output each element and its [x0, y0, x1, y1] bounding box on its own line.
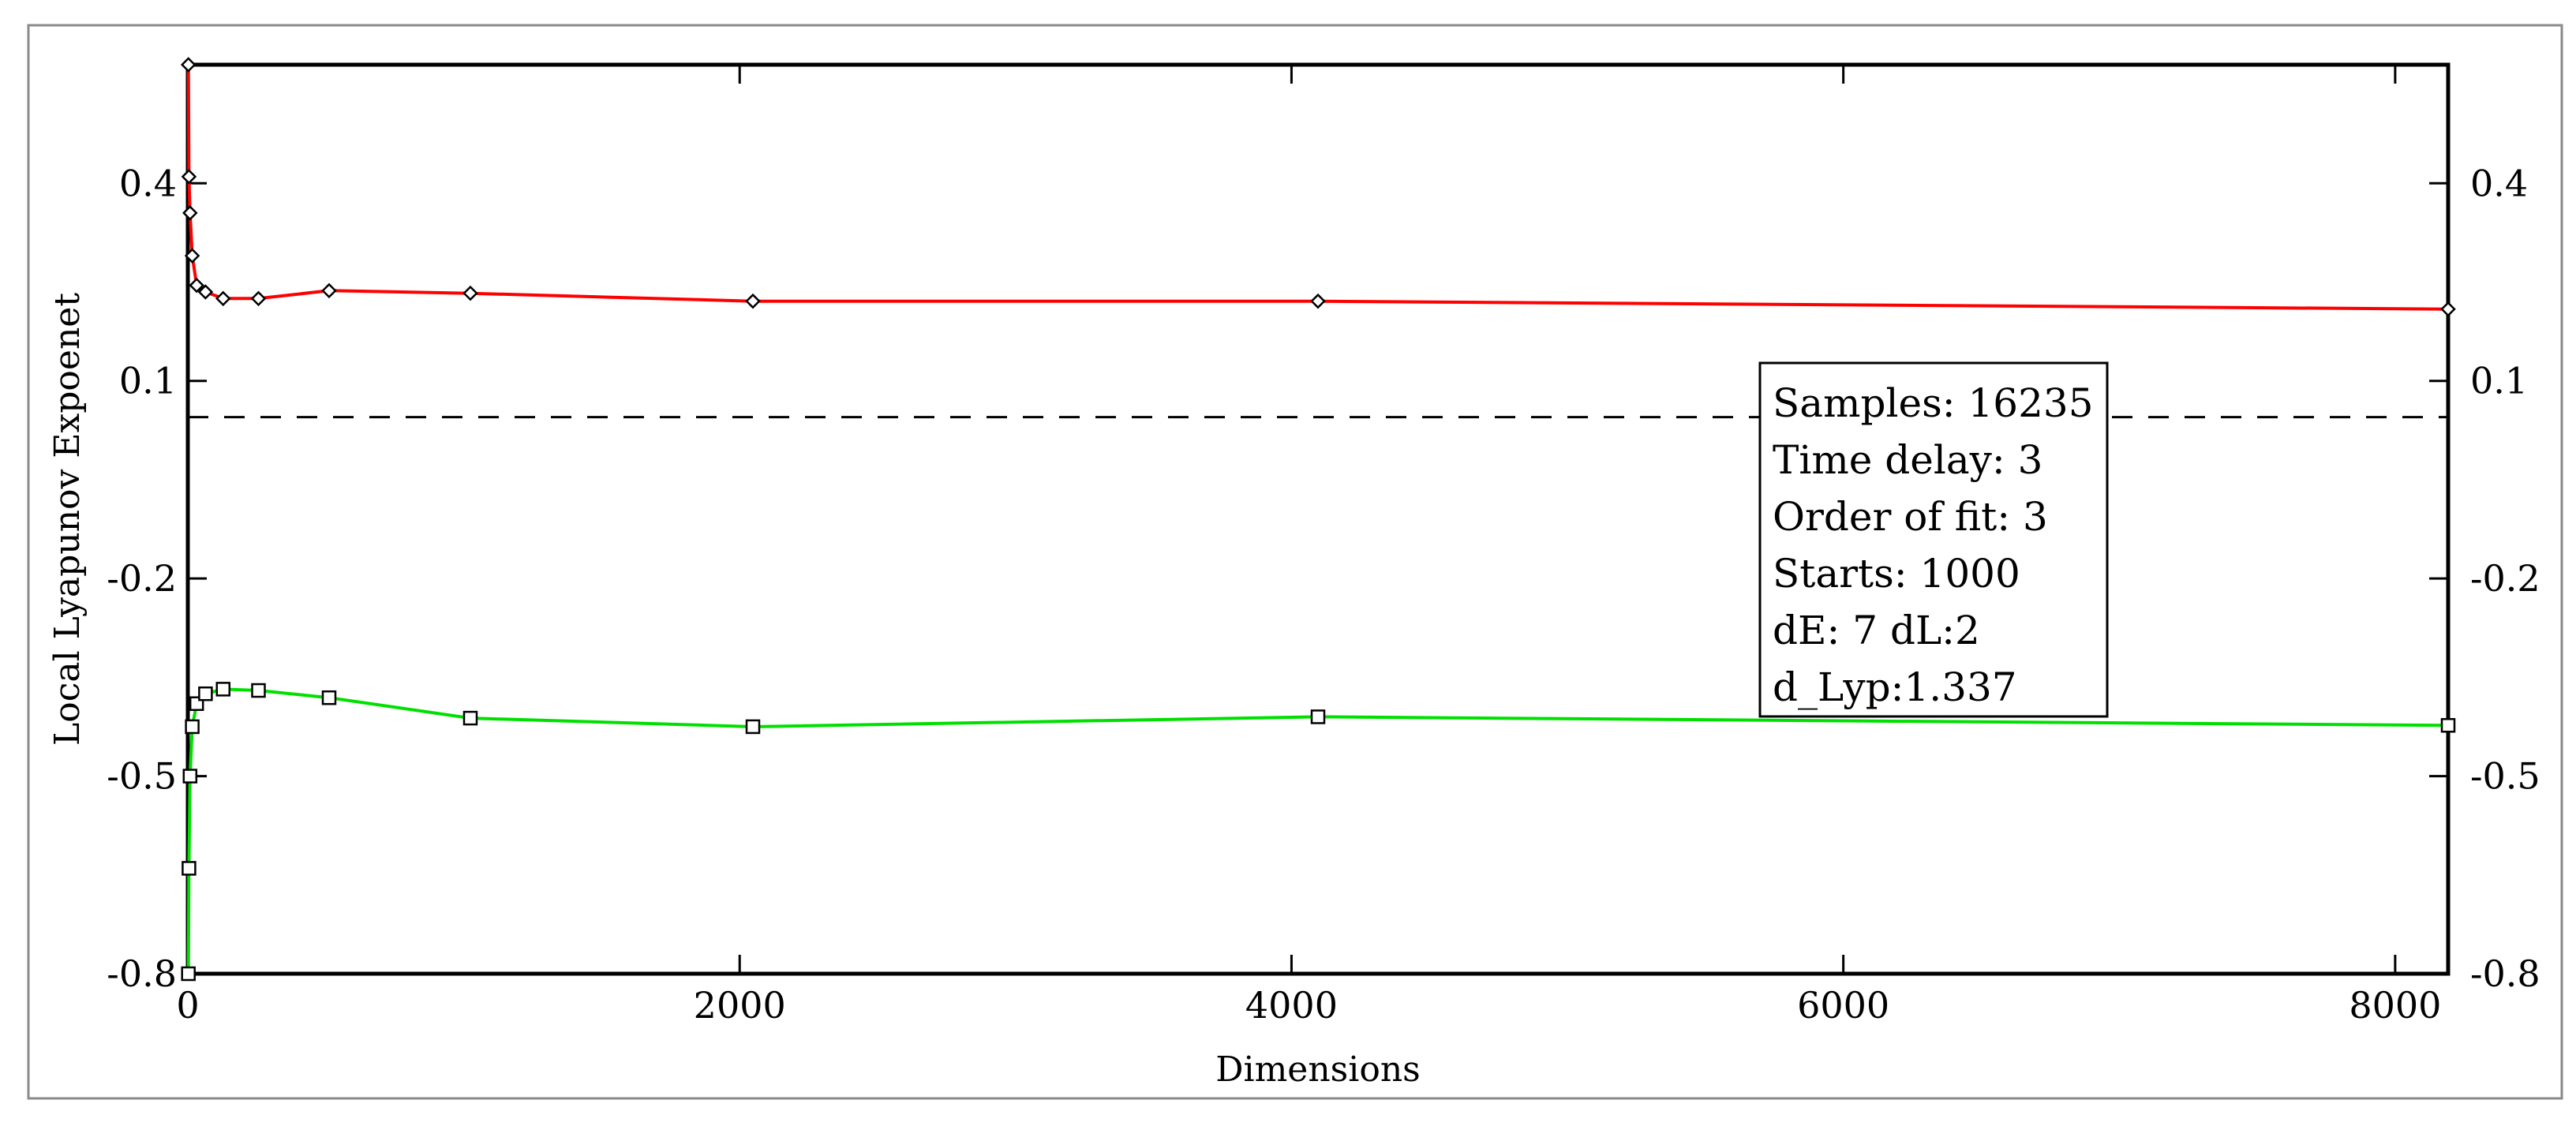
x-tick-label-0: 0: [176, 984, 199, 1027]
series-1-point-11: [1310, 709, 1326, 724]
legend-line-order-of-fit: Order of fit: 3: [1773, 494, 2048, 540]
series-1-point-5: [198, 686, 213, 701]
x-tick-label-6000: 6000: [1797, 984, 1889, 1027]
legend-line-de-dl: dE: 7 dL:2: [1773, 608, 1980, 653]
x-tick-label-4000: 4000: [1245, 984, 1338, 1027]
series-1-point-12: [2440, 718, 2456, 733]
y-tick-label-right--0.8: -0.8: [2470, 952, 2540, 995]
series-0-point-6: [215, 290, 231, 307]
series-1-point-7: [251, 683, 266, 698]
series-0-point-12: [2440, 301, 2456, 317]
y-axis-title: Local Lyapunov Expoenet: [47, 293, 88, 746]
series-0-point-11: [1310, 293, 1326, 309]
series-0-point-4: [189, 277, 204, 294]
legend-line-samples: Samples: 16235: [1773, 380, 2094, 426]
series-1-point-10: [745, 719, 761, 735]
x-tick-label-2000: 2000: [694, 984, 786, 1027]
plot-area: [185, 62, 2451, 976]
series-layer: [180, 57, 2456, 982]
series-0-point-0: [180, 57, 197, 73]
x-axis: 0 2000 4000 6000 8000: [176, 65, 2441, 1027]
series-0-point-10: [745, 293, 761, 309]
x-axis-title: Dimensions: [1215, 1049, 1421, 1090]
series-0-point-3: [184, 248, 200, 264]
y-tick-label-left-0.4: 0.4: [119, 162, 177, 204]
y-tick-label-left--0.5: -0.5: [107, 755, 177, 798]
series-1-point-8: [321, 690, 337, 705]
legend-box: Samples: 16235 Time delay: 3 Order of fi…: [1758, 361, 2109, 718]
series-0-point-2: [182, 205, 198, 221]
series-0-point-7: [250, 290, 267, 307]
series-0-point-8: [321, 282, 337, 299]
y-tick-label-right-0.4: 0.4: [2470, 162, 2528, 204]
legend-line-starts: Starts: 1000: [1773, 551, 2020, 597]
legend-line-d-lyp: d_Lyp:1.337: [1773, 664, 2017, 710]
x-tick-label-8000: 8000: [2349, 984, 2441, 1027]
y-tick-label-right-0.1: 0.1: [2470, 360, 2528, 402]
series-0-point-9: [462, 285, 478, 301]
y-tick-label-left-0.1: 0.1: [119, 360, 177, 402]
series-1-point-6: [215, 682, 230, 697]
legend-line-time-delay: Time delay: 3: [1773, 437, 2042, 483]
series-0-point-5: [197, 284, 214, 300]
y-tick-label-left--0.8: -0.8: [107, 952, 177, 995]
series-0-point-1: [181, 169, 197, 185]
series-1-point-2: [182, 769, 198, 784]
series-1-point-9: [462, 710, 478, 726]
y-tick-label-left--0.2: -0.2: [107, 557, 177, 600]
chart-frame: [27, 24, 2563, 1100]
y-axis: 0.4 0.4 0.1 0.1 -0.2 -0.2 -0.5 -0.5 -0.8 -0.8: [107, 162, 2540, 995]
y-tick-label-right--0.5: -0.5: [2470, 755, 2540, 798]
series-1-point-3: [185, 719, 200, 735]
series-1-point-0: [181, 966, 196, 982]
y-tick-label-right--0.2: -0.2: [2470, 557, 2540, 600]
series-1-point-1: [182, 861, 197, 876]
